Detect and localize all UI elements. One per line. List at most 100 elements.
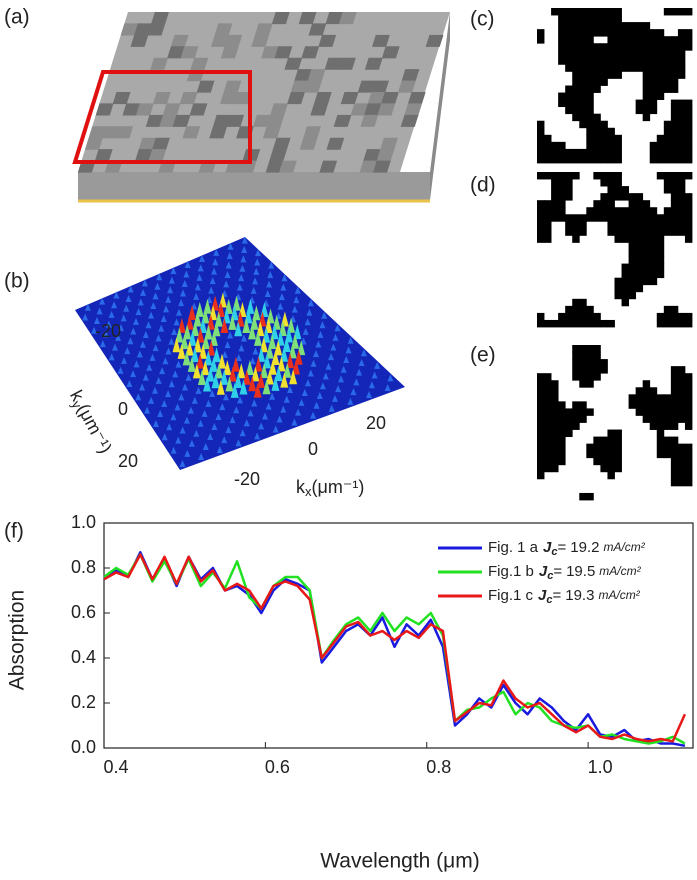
pixel [600,359,608,367]
highlight-box [72,70,252,164]
peak [252,277,259,285]
pixel [677,57,686,65]
pixel [593,172,601,180]
pixel [565,172,573,180]
plot-frame [103,522,694,749]
pixel [684,221,693,229]
pixel [635,408,644,416]
pixel [614,179,622,187]
peak [168,380,175,388]
peak [257,346,266,362]
pixel [670,148,679,157]
pixel [600,134,608,143]
pixel [551,408,559,416]
peak [274,366,283,382]
pixel [684,99,693,108]
pixel [579,15,587,23]
pixel [544,134,552,143]
pixel [579,401,587,409]
peak [292,359,301,375]
pixel [677,380,686,388]
peak [141,279,148,287]
peak [276,415,283,423]
x-tick-label: 0.4 [103,757,128,777]
slab-pit [180,46,199,59]
pixel [600,450,608,459]
pixel [565,64,573,72]
pixel [649,394,658,402]
peak [211,373,220,389]
pixel [586,155,594,164]
slab-pit [148,149,167,162]
peak [168,276,175,284]
pixel [593,85,601,93]
pixel [593,71,601,79]
pixel [565,92,573,100]
pixel [607,450,615,459]
pixel [677,141,686,150]
slab-pit [272,137,291,150]
peak [241,236,248,244]
pixel [614,450,622,459]
pixel [621,284,629,293]
x-tick-label: 0 [308,439,318,459]
pixel [551,450,559,459]
peak [223,280,230,288]
pixel [635,200,644,208]
legend-entry: Fig.1 c Jc= 19.3 mA/cm² [488,587,641,606]
pixel [558,141,566,150]
peak [148,396,155,404]
pixel [586,352,594,360]
pixel [593,15,601,23]
peak [142,373,149,381]
pixel [628,256,637,264]
pixel [656,92,665,100]
pixel [586,214,594,222]
pixel [544,443,552,452]
pixel [558,415,566,423]
pixel [565,15,573,23]
pixel [649,422,658,430]
pixel [663,36,672,44]
pixel [663,64,672,72]
peak [230,382,239,398]
pixel [621,277,629,286]
pixel [614,221,622,229]
pixel [565,305,573,314]
peak [264,289,271,297]
pixel [565,43,573,51]
pixel [600,127,608,136]
slab-pit [318,34,337,47]
panel-label: (e) [470,344,496,367]
peak [271,350,280,366]
pixel [586,8,594,16]
pixel [600,179,608,187]
pixel [628,64,637,72]
pixel [670,193,679,201]
pixel [684,43,693,51]
peak [149,353,156,361]
pixel [642,221,651,229]
peak [313,350,320,358]
pixel [628,270,637,279]
peak [212,321,221,337]
slab-pit [95,103,114,116]
pixel [551,457,559,466]
pixel [544,464,552,473]
peak [161,433,168,441]
pixel [607,71,615,79]
pixel [649,228,658,236]
pixel [579,71,587,79]
pixel [614,148,622,157]
pixel [537,443,545,452]
pixel [565,319,573,328]
pixel [642,387,651,395]
slab-pit [294,69,313,82]
pixel [551,319,559,328]
pixel [600,71,608,79]
pixel [593,57,601,65]
pixel [607,221,615,229]
peak [151,386,158,394]
peak [335,385,342,393]
peak [211,267,218,275]
